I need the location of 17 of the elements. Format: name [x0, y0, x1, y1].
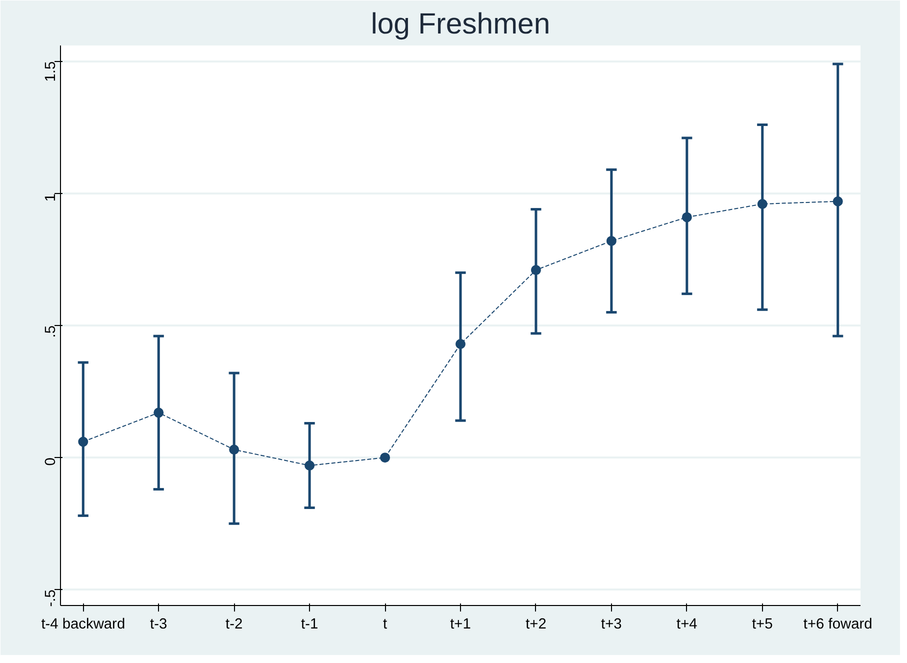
x-tick-label: t+1: [450, 616, 471, 632]
y-tick-label: 1.5: [43, 61, 59, 82]
x-tick-label: t+3: [601, 616, 622, 632]
x-tick-label: t+5: [752, 616, 773, 632]
x-tick-label: t: [382, 616, 388, 632]
y-tick-label: 1: [43, 193, 59, 202]
x-tick-label: t+2: [526, 616, 546, 632]
x-tick-label: t-4 backward: [41, 616, 126, 632]
x-tick-label: t+6 foward: [803, 616, 872, 632]
y-tick-label: 0: [43, 458, 59, 466]
x-tick-label: t-3: [150, 616, 168, 632]
chart-title: log Freshmen: [370, 8, 550, 40]
x-tick-label: t-1: [301, 616, 318, 632]
x-tick-label: t+4: [676, 616, 698, 632]
x-tick-label: t-2: [226, 616, 243, 632]
y-tick-label: .5: [43, 325, 59, 338]
y-tick-label: -.5: [43, 590, 59, 607]
